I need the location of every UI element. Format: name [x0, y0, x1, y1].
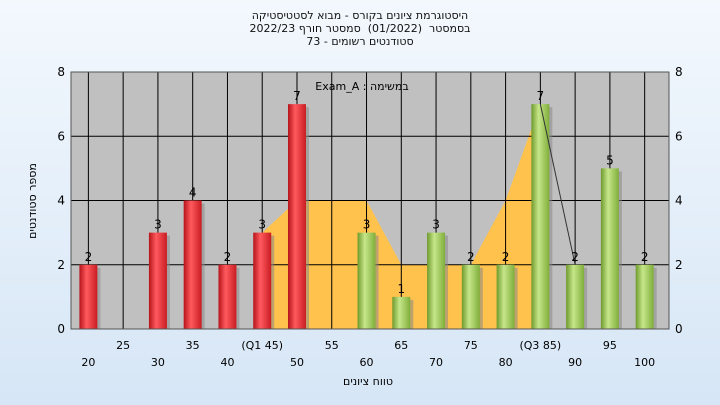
bar-value-label: 4 [189, 186, 197, 200]
title-line-3: סטודנטים רשומים - 73 [306, 35, 414, 48]
title-line-2: בסמסטר (01/2022) סמסטר חורף 2022/23 [249, 22, 471, 35]
y-axis-label: מספר סטודנטים [26, 163, 39, 239]
bar [461, 264, 480, 329]
y-tick-label-right: 4 [675, 194, 683, 208]
y-tick-label-right: 8 [675, 65, 683, 79]
plot-border [70, 71, 670, 330]
bar-value-label: 2 [85, 250, 93, 264]
trend-line [539, 104, 576, 265]
x-tick-label: 75 [464, 339, 478, 352]
bar-value-label: 2 [224, 250, 232, 264]
y-tick-label-left: 6 [57, 129, 65, 143]
x-tick-label: 30 [151, 356, 165, 369]
bar [566, 264, 585, 329]
y-tick-label-left: 4 [57, 194, 65, 208]
bar-value-label: 3 [432, 218, 440, 232]
x-tick-label: 95 [603, 339, 617, 352]
y-tick-label-right: 2 [675, 258, 683, 272]
bar-value-label: 3 [258, 218, 266, 232]
y-tick-label-right: 0 [675, 322, 683, 336]
bar [148, 232, 167, 329]
x-tick-label: 25 [116, 339, 130, 352]
bar-value-label: 2 [467, 250, 475, 264]
bar-value-label: 5 [606, 153, 614, 167]
x-tick-label: 60 [360, 356, 374, 369]
x-tick-label: (Q1 45) [241, 339, 283, 352]
x-tick-label: 40 [220, 356, 234, 369]
chart-annotation: Exam_A : במשימה [315, 80, 408, 93]
bar [635, 264, 654, 329]
bar-value-label: 7 [293, 89, 301, 103]
y-tick-label-left: 2 [57, 258, 65, 272]
x-tick-label: 100 [634, 356, 655, 369]
bar-value-label: 3 [363, 218, 371, 232]
bar-value-label: 1 [397, 282, 405, 296]
x-tick-label: 70 [429, 356, 443, 369]
y-tick-label-right: 6 [675, 129, 683, 143]
x-tick-label: 35 [186, 339, 200, 352]
y-tick-label-left: 8 [57, 65, 65, 79]
bar [392, 296, 411, 329]
x-tick-label: 90 [568, 356, 582, 369]
bar [357, 232, 376, 329]
x-tick-label: 20 [81, 356, 95, 369]
bar [218, 264, 237, 329]
x-tick-label: 65 [394, 339, 408, 352]
x-tick-label: 55 [325, 339, 339, 352]
bar [79, 264, 98, 329]
bar [496, 264, 515, 329]
bar-value-label: 2 [641, 250, 649, 264]
bar-value-label: 7 [537, 89, 545, 103]
bar [287, 104, 306, 329]
chart-title: היסטוגרמת ציונים בקורס - מבוא לסטטיסטיקה… [0, 9, 720, 48]
bar-value-label: 2 [571, 250, 579, 264]
bar [600, 168, 619, 329]
x-tick-label: 80 [499, 356, 513, 369]
bar [531, 104, 550, 329]
bar [183, 200, 202, 329]
x-tick-label: (Q3 85) [519, 339, 561, 352]
x-axis-label: טווח ציונים [343, 375, 393, 388]
bar [253, 232, 272, 329]
bar-value-label: 3 [154, 218, 162, 232]
bar [427, 232, 446, 329]
bar-value-label: 2 [502, 250, 510, 264]
title-line-1: היסטוגרמת ציונים בקורס - מבוא לסטטיסטיקה [251, 9, 469, 22]
x-tick-label: 50 [290, 356, 304, 369]
y-tick-label-left: 0 [57, 322, 65, 336]
